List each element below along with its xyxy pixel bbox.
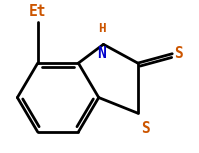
Text: S: S xyxy=(175,46,183,61)
Text: S: S xyxy=(141,121,150,136)
Text: Et: Et xyxy=(29,4,46,19)
Text: N: N xyxy=(98,46,106,61)
Text: H: H xyxy=(98,22,106,35)
